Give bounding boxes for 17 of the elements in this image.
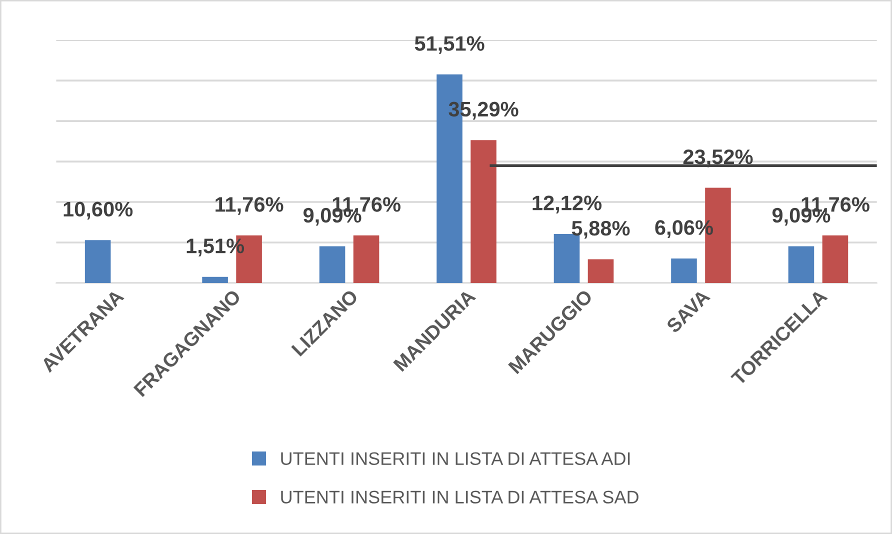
bar xyxy=(84,240,111,284)
legend-label: UTENTI INSERITI IN LISTA DI ATTESA ADI xyxy=(281,452,630,466)
legend-label: UTENTI INSERITI IN LISTA DI ATTESA SAD xyxy=(281,490,638,504)
data-label: 23,52% xyxy=(683,149,753,168)
bar xyxy=(470,140,496,284)
bar xyxy=(788,246,814,284)
bar xyxy=(671,258,697,284)
bar xyxy=(353,235,380,284)
bar xyxy=(822,235,848,284)
data-label: 5,88% xyxy=(572,220,630,239)
data-label: 11,76% xyxy=(216,197,284,215)
data-label: 10,60% xyxy=(64,202,133,220)
data-label: 51,51% xyxy=(414,36,484,54)
bar xyxy=(588,259,614,284)
bar xyxy=(319,246,346,284)
bar xyxy=(202,276,228,284)
data-label: 12,12% xyxy=(532,196,602,214)
